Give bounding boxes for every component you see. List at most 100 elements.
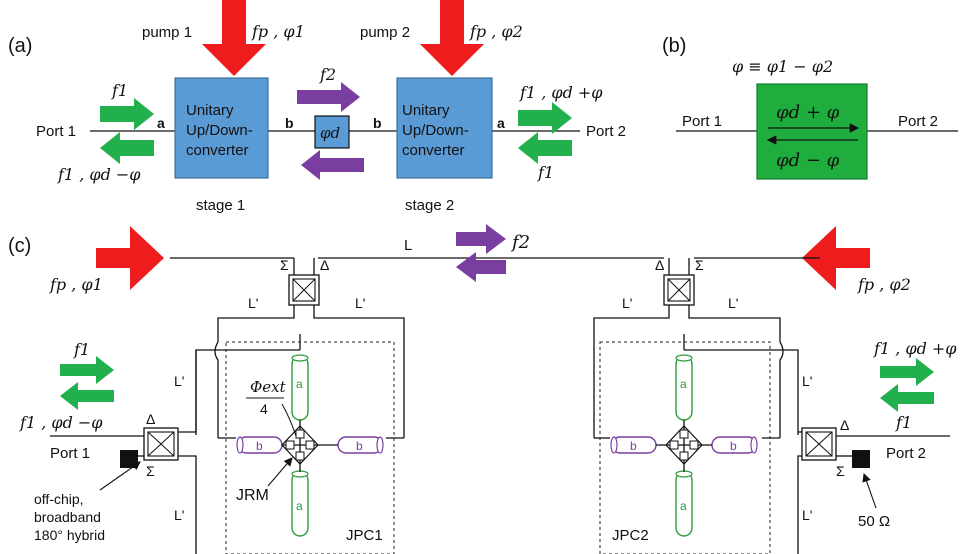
pump1-label: pump 1 — [142, 24, 192, 41]
stage2-label: stage 2 — [405, 197, 454, 214]
f1-in-label-a: f1 — [111, 81, 128, 100]
panel-b-label: (b) — [662, 35, 686, 57]
idler-arrow-right-a — [297, 82, 360, 112]
pump1-params: fp , φ1 — [251, 22, 305, 41]
lp-right-lower: L' — [802, 507, 812, 523]
f1-left-label-c: f1 — [73, 340, 90, 359]
lp-right-upper: L' — [802, 373, 812, 389]
hybrid-top-left — [288, 258, 320, 306]
jpc2-boundary — [599, 341, 771, 554]
delta-top-right: Δ — [655, 257, 664, 273]
signal-out-arrow-right — [518, 102, 572, 134]
stage1-label: stage 1 — [196, 197, 245, 214]
pump2-arrow — [420, 0, 484, 76]
sigma-top-left: Σ — [280, 257, 289, 273]
converter1-text: Unitary Up/Down- converter — [186, 102, 257, 159]
phase-delay-box — [314, 115, 350, 149]
lp-left-lower: L' — [174, 507, 184, 523]
backward-phase: φd − φ — [776, 150, 840, 171]
delta-top-left: Δ — [320, 257, 329, 273]
converter2-box — [396, 77, 493, 179]
pump-left-arrow-c — [96, 226, 164, 290]
f1-right-out-label-c: f1 , φd +φ — [873, 339, 957, 358]
label-L: L — [404, 237, 412, 254]
phi-ext-denominator: 4 — [260, 401, 268, 417]
port1-label-c: Port 1 — [50, 445, 90, 462]
pump-left-params-c: fp , φ1 — [49, 275, 103, 294]
jpc1-res-b-right-label: b — [356, 439, 363, 453]
idler-arrow-right-c — [456, 224, 506, 254]
jpc2-res-a-bottom-label: a — [680, 499, 687, 513]
pump-right-params-c: fp , φ2 — [857, 275, 911, 294]
delta-port1: Δ — [146, 411, 155, 427]
jpc1-res-b-left-label: b — [256, 439, 263, 453]
sigma-top-right: Σ — [695, 257, 704, 273]
lp-top-left-1: L' — [248, 295, 258, 311]
f1-out-label-right-a: f1 , φd +φ — [519, 83, 603, 102]
f1-right-in-label-c: f1 — [895, 413, 912, 432]
hybrid-port2 — [797, 427, 950, 554]
hybrid-note-arrow — [99, 461, 141, 491]
signal-out-arrow-port1 — [60, 382, 114, 410]
pump2-params: fp , φ2 — [469, 22, 523, 41]
f2-label-c: f2 — [510, 232, 530, 253]
port2-label-b: Port 2 — [898, 113, 938, 130]
converter1-box — [174, 77, 269, 179]
gyrator-box — [756, 83, 868, 180]
port-b-right: b — [373, 115, 382, 131]
pump2-label: pump 2 — [360, 24, 410, 41]
hybrid-note: off-chip, broadband 180° hybrid — [34, 491, 105, 543]
lp-top-left-2: L' — [355, 295, 365, 311]
jpc2-resonator-a-top — [675, 354, 693, 421]
phase-equation: φ ≡ φ1 − φ2 — [732, 57, 833, 76]
port2-label-c: Port 2 — [886, 445, 926, 462]
jpc2-res-a-top-label: a — [680, 377, 687, 391]
f2-label-a: f2 — [319, 65, 336, 84]
phase-delay-label: φd — [320, 124, 340, 142]
jrm-2 — [656, 420, 712, 472]
signal-in-arrow-right — [518, 132, 572, 164]
jpc1-res-a-bottom-label: a — [296, 499, 303, 513]
hybrid-port1 — [50, 350, 197, 554]
port1-label-a: Port 1 — [36, 123, 76, 140]
sigma-port1: Σ — [146, 463, 155, 479]
pump-right-arrow-c — [802, 226, 870, 290]
lp-top-right-1: L' — [622, 295, 632, 311]
forward-phase: φd + φ — [776, 102, 840, 123]
load-pointer-arrow — [862, 472, 877, 509]
wiring-jpc2 — [593, 305, 799, 439]
jpc1-res-a-top-label: a — [296, 377, 303, 391]
jpc1-resonator-b-left — [236, 436, 283, 454]
load-label: 50 Ω — [858, 513, 890, 530]
f1-out-label-a: f1 , φd −φ — [57, 165, 141, 184]
hybrid-top-right — [663, 258, 695, 306]
signal-out-arrow-port2 — [880, 358, 934, 386]
jpc2-resonator-b-right — [711, 436, 758, 454]
jrm-1 — [281, 420, 338, 472]
idler-arrow-left-a — [301, 150, 364, 180]
port1-label-b: Port 1 — [682, 113, 722, 130]
jpc2-res-b-right-label: b — [730, 439, 737, 453]
converter2-text: Unitary Up/Down- converter — [402, 102, 473, 159]
f1-left-out-label-c: f1 , φd −φ — [19, 413, 103, 432]
f1-in-label-right-a: f1 — [537, 163, 554, 182]
jpc2-res-b-left-label: b — [630, 439, 637, 453]
port2-label-a: Port 2 — [586, 123, 626, 140]
sigma-port2: Σ — [836, 463, 845, 479]
jrm-label: JRM — [236, 487, 269, 504]
jrm-pointer-arrow — [267, 457, 293, 487]
jpc2-label: JPC2 — [612, 527, 649, 544]
panel-c-label: (c) — [8, 235, 31, 257]
load-port2 — [852, 450, 870, 468]
lp-left-upper: L' — [174, 373, 184, 389]
delta-port2: Δ — [840, 417, 849, 433]
phi-ext-pointer — [281, 403, 297, 437]
signal-out-arrow-left — [100, 132, 154, 164]
jpc1-label: JPC1 — [346, 527, 383, 544]
phi-ext-numerator: Φext — [250, 378, 287, 396]
port-a-left: a — [157, 115, 165, 131]
jpc1-boundary — [225, 341, 395, 554]
signal-in-arrow-left — [100, 98, 154, 130]
idler-arrow-left-c — [456, 252, 506, 282]
